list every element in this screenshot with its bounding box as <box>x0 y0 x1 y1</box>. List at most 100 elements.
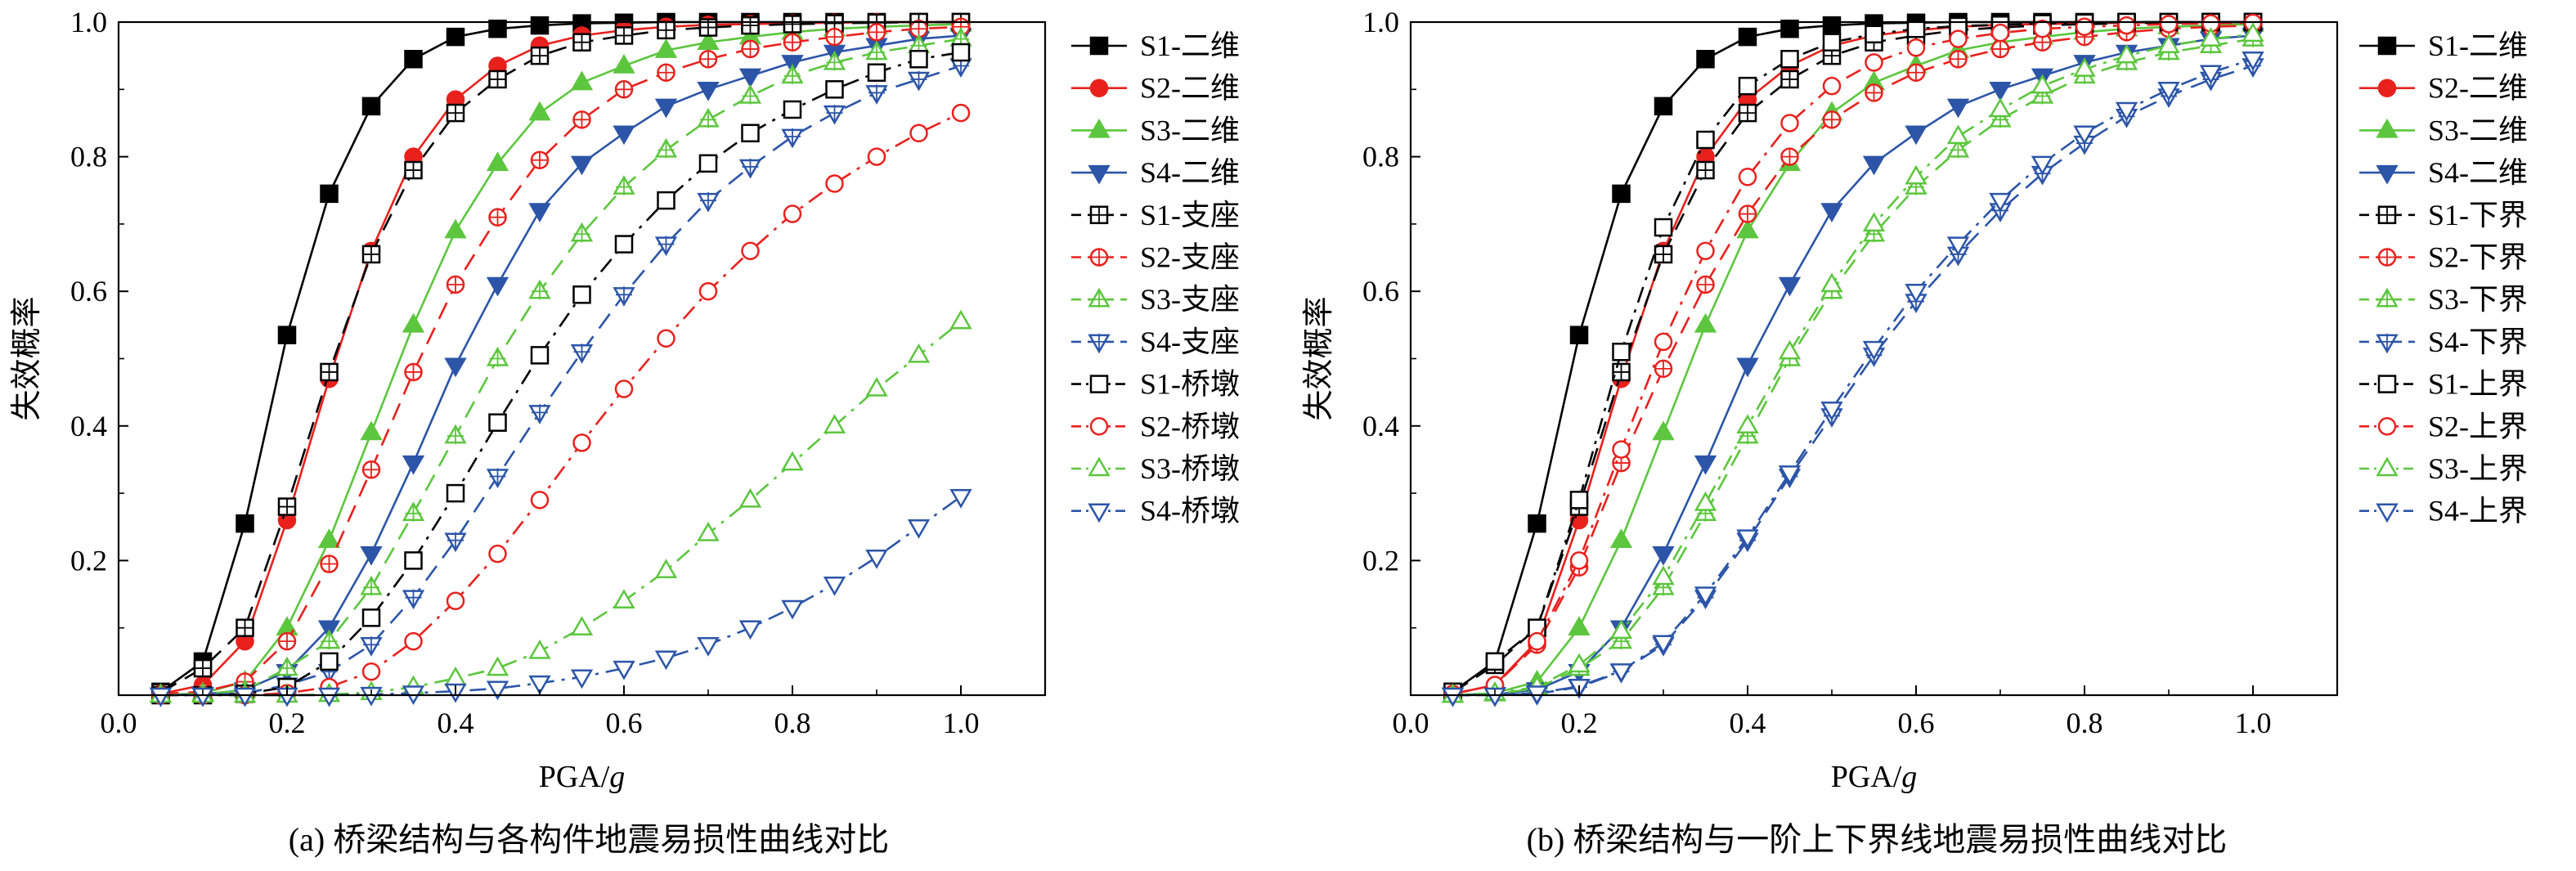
data-point <box>907 343 931 363</box>
data-point <box>697 30 720 50</box>
legend-item: S2-二维 <box>2359 72 2528 105</box>
series-S3-2 <box>1441 11 2264 703</box>
data-point <box>1609 528 1633 548</box>
data-point <box>2073 125 2096 146</box>
data-point <box>2031 74 2054 94</box>
series-S1-0 <box>151 12 971 702</box>
y-tick-label: 0.8 <box>70 141 107 173</box>
panel-caption: (a) 桥梁结构与各构件地震易损性曲线对比 <box>289 821 889 858</box>
x-axis-label-unit: g <box>1901 760 1917 794</box>
series-S4-7 <box>149 57 972 707</box>
data-point <box>1696 50 1715 69</box>
legend-item: S4-支座 <box>1071 326 1240 358</box>
data-point <box>1652 420 1675 441</box>
data-point <box>654 38 678 58</box>
panel-a: 0.0 0.2 0.4 0.6 0.8 1.0 0.2 0.4 0.6 0.8 1.0 PGA/g 失效… <box>10 6 1240 858</box>
legend-label: S4-桥墩 <box>1140 495 1240 528</box>
legend: S1-二维 S2-二维 S3-二维 S4-二维 S1-下界 S2-下界 S3-下界 S4-下界… <box>2359 29 2528 528</box>
series-S1-4 <box>151 12 971 702</box>
data-point <box>1654 218 1673 237</box>
data-point <box>867 63 886 82</box>
data-point <box>1612 440 1631 459</box>
data-point <box>1736 414 1759 434</box>
data-point <box>530 491 550 510</box>
data-point <box>360 686 383 707</box>
data-point <box>361 608 381 627</box>
x-tick-label: 0.8 <box>774 707 811 739</box>
legend-marker <box>2377 36 2397 56</box>
data-point <box>738 68 762 88</box>
y-tick-label: 1.0 <box>70 6 107 38</box>
series-line <box>160 51 962 697</box>
data-point <box>865 377 888 397</box>
data-point <box>1694 586 1717 607</box>
data-point <box>657 191 675 210</box>
data-point <box>1780 114 1799 132</box>
data-point <box>1946 124 1970 145</box>
data-point <box>741 241 760 261</box>
x-tick-label: 0.0 <box>101 707 137 739</box>
series-S2-1 <box>151 12 971 703</box>
data-point <box>488 19 507 38</box>
data-point <box>1862 340 1886 361</box>
data-point <box>614 235 634 254</box>
data-point <box>444 357 467 378</box>
data-point <box>1568 616 1591 635</box>
series-S2-5 <box>1443 16 2263 703</box>
data-point <box>949 488 972 509</box>
y-axis-label: 失效概率 <box>1302 296 1336 420</box>
legend-marker <box>2377 417 2397 436</box>
data-point <box>1778 339 1802 360</box>
legend-marker <box>1088 503 1111 523</box>
data-point <box>1778 276 1802 297</box>
y-tick-label: 0.4 <box>70 410 107 442</box>
data-point <box>1865 53 1883 72</box>
data-point <box>949 309 972 330</box>
data-point <box>1609 619 1633 640</box>
data-point <box>1612 343 1631 361</box>
legend-marker <box>2377 375 2397 393</box>
panel-caption: (b) 桥梁结构与一阶上下界线地震易损性曲线对比 <box>1527 821 2228 858</box>
data-point <box>698 281 718 301</box>
x-tick-label: 0.6 <box>1898 707 1935 739</box>
legend-item: S3-上界 <box>2359 452 2528 485</box>
legend-label: S4-上界 <box>2428 495 2528 528</box>
data-point <box>530 346 550 365</box>
y-tick-label: 1.0 <box>1362 6 1399 38</box>
data-point <box>825 80 844 99</box>
legend: S1-二维 S2-二维 S3-二维 S4-二维 S1-支座 S2-支座 S3-支座 S4-支座… <box>1071 29 1240 528</box>
data-point <box>1609 663 1633 683</box>
data-point <box>570 70 594 91</box>
series-line <box>159 20 961 693</box>
data-point <box>1652 545 1675 566</box>
data-point <box>528 675 551 695</box>
data-point <box>1905 164 1928 185</box>
data-point <box>1820 272 1843 293</box>
data-point <box>613 660 635 680</box>
legend-label: S2-二维 <box>2428 72 2528 105</box>
legend-label: S3-二维 <box>2428 114 2528 146</box>
data-point <box>2242 52 2264 71</box>
data-point <box>1485 652 1505 671</box>
data-point <box>404 631 423 651</box>
y-tick-label: 0.8 <box>1362 141 1399 173</box>
data-point <box>909 123 928 143</box>
data-point <box>1862 212 1886 232</box>
data-point <box>1989 82 2012 101</box>
legend-label: S2-二维 <box>1140 72 1240 105</box>
x-tick-label: 0.2 <box>269 707 306 739</box>
data-point <box>361 662 381 681</box>
legend-item: S1-支座 <box>1071 199 1240 231</box>
series-line <box>159 20 961 694</box>
series-line <box>1452 38 2254 697</box>
data-point <box>1820 203 1843 222</box>
data-point <box>486 656 509 676</box>
series-S4-7 <box>1441 57 2264 707</box>
data-point <box>528 639 551 659</box>
data-point <box>2117 16 2136 35</box>
data-point <box>488 544 507 563</box>
legend-label: S3-桥墩 <box>1140 452 1240 485</box>
data-point <box>613 125 635 146</box>
data-point <box>446 483 465 503</box>
legend-label: S1-二维 <box>1140 29 1240 62</box>
